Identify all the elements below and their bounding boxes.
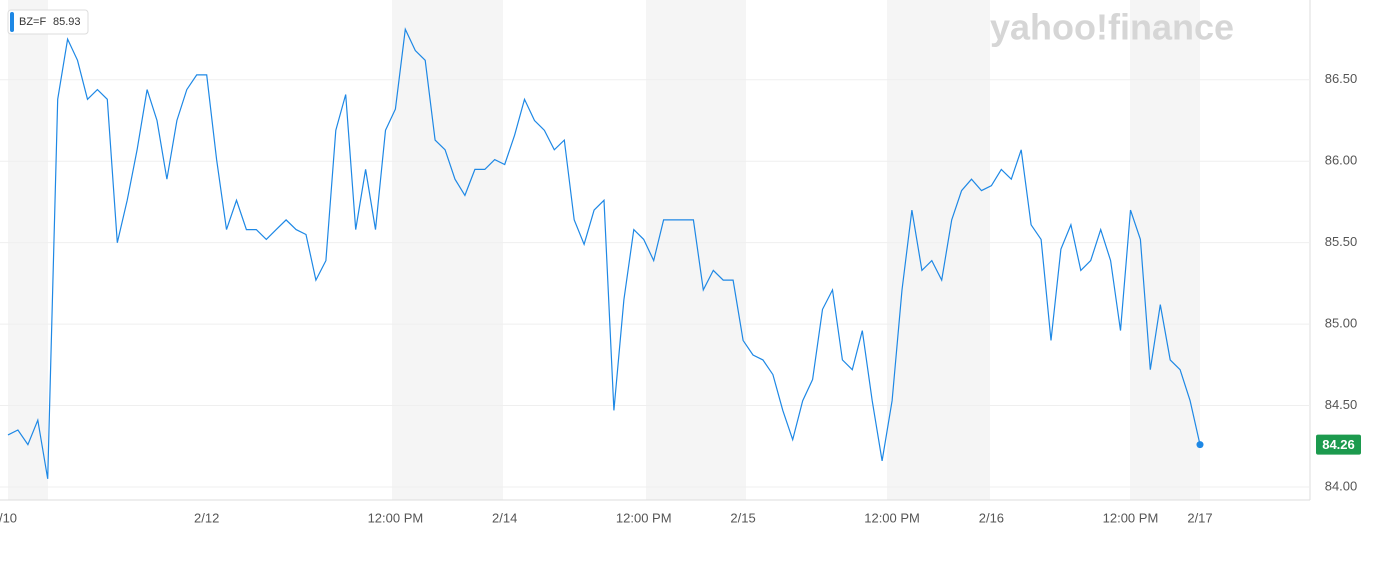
legend: BZ=F 85.93 xyxy=(7,9,89,35)
y-tick-label: 86.00 xyxy=(1325,153,1358,168)
y-tick-label: 86.50 xyxy=(1325,71,1358,86)
x-tick-label: 2/14 xyxy=(492,510,517,525)
x-tick-label: 12:00 PM xyxy=(864,510,920,525)
x-tick-label: 12:00 PM xyxy=(368,510,424,525)
shade xyxy=(887,0,990,500)
legend-label: BZ=F xyxy=(19,16,46,28)
y-tick-label: 85.50 xyxy=(1325,234,1358,249)
last-point xyxy=(1196,441,1204,449)
watermark: yahoo!finance xyxy=(990,7,1234,48)
y-tick-label: 84.00 xyxy=(1325,478,1358,493)
last-price-label: 84.26 xyxy=(1322,437,1355,452)
x-tick-label: 12:00 PM xyxy=(616,510,672,525)
y-tick-label: 85.00 xyxy=(1325,316,1358,331)
shade xyxy=(1130,0,1200,500)
x-tick-label: 12:00 PM xyxy=(1103,510,1159,525)
legend-value: 85.93 xyxy=(53,16,81,28)
y-tick-label: 84.50 xyxy=(1325,397,1358,412)
x-tick-label: 2/15 xyxy=(730,510,755,525)
shade xyxy=(8,0,48,500)
shade xyxy=(392,0,503,500)
x-tick-label: 2/16 xyxy=(979,510,1004,525)
last-price-tag xyxy=(1316,434,1361,455)
x-tick-label: 2/17 xyxy=(1187,510,1212,525)
legend-box xyxy=(7,9,89,35)
x-tick-label: 2/12 xyxy=(194,510,219,525)
x-tick-label: /10 xyxy=(0,510,17,525)
shade xyxy=(646,0,746,500)
session-shading xyxy=(8,0,1200,500)
legend-swatch xyxy=(10,12,14,32)
price-line xyxy=(7,27,1201,479)
